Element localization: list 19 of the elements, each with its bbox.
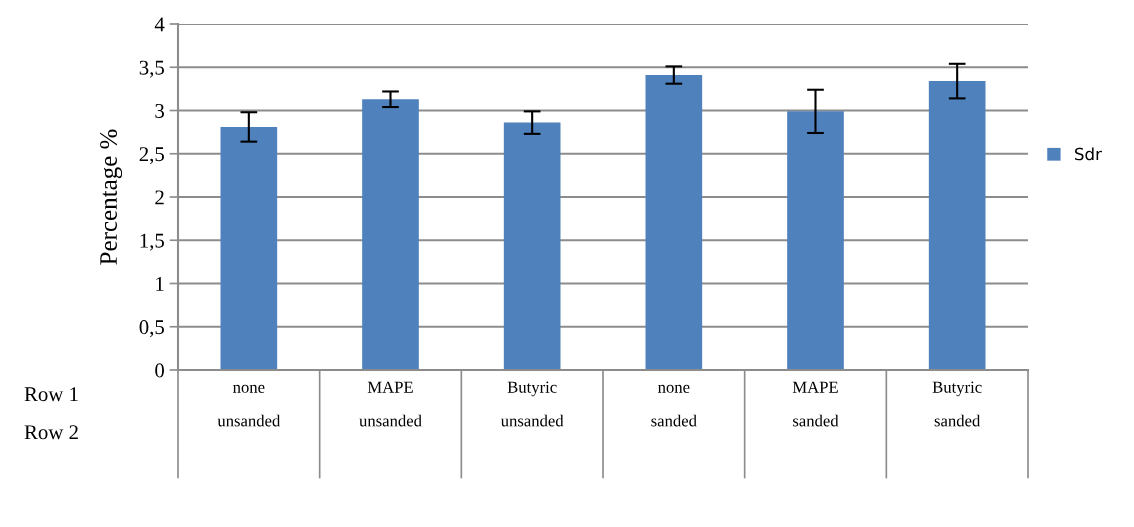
y-tick-label: 2,5	[139, 147, 164, 165]
y-tick-label: 0,5	[139, 320, 164, 338]
text: Row 2	[24, 425, 78, 440]
y-tick-label: 3,5	[139, 60, 164, 78]
legend-label: Sdr	[1075, 147, 1102, 161]
y-tick-label: 3	[155, 103, 164, 118]
y-tick-label: 4	[154, 17, 165, 32]
y-axis-title: Percentage %	[100, 129, 123, 265]
y-tick-label: 2	[155, 190, 164, 205]
text: Row 1	[24, 387, 78, 402]
x-tick-label: Butyric unsanded	[500, 381, 564, 427]
category-label: none sanded	[651, 384, 697, 427]
category-label: MAPE unsanded	[359, 381, 422, 427]
y-tick-label: 0	[155, 363, 165, 378]
category-label: MAPE sanded	[792, 381, 839, 427]
y-tick-label: 1,5	[140, 233, 164, 251]
x-tick-label: Butyric sanded	[932, 381, 982, 427]
y-tick-label: 1	[156, 276, 164, 291]
category-label: none unsanded	[217, 384, 281, 427]
